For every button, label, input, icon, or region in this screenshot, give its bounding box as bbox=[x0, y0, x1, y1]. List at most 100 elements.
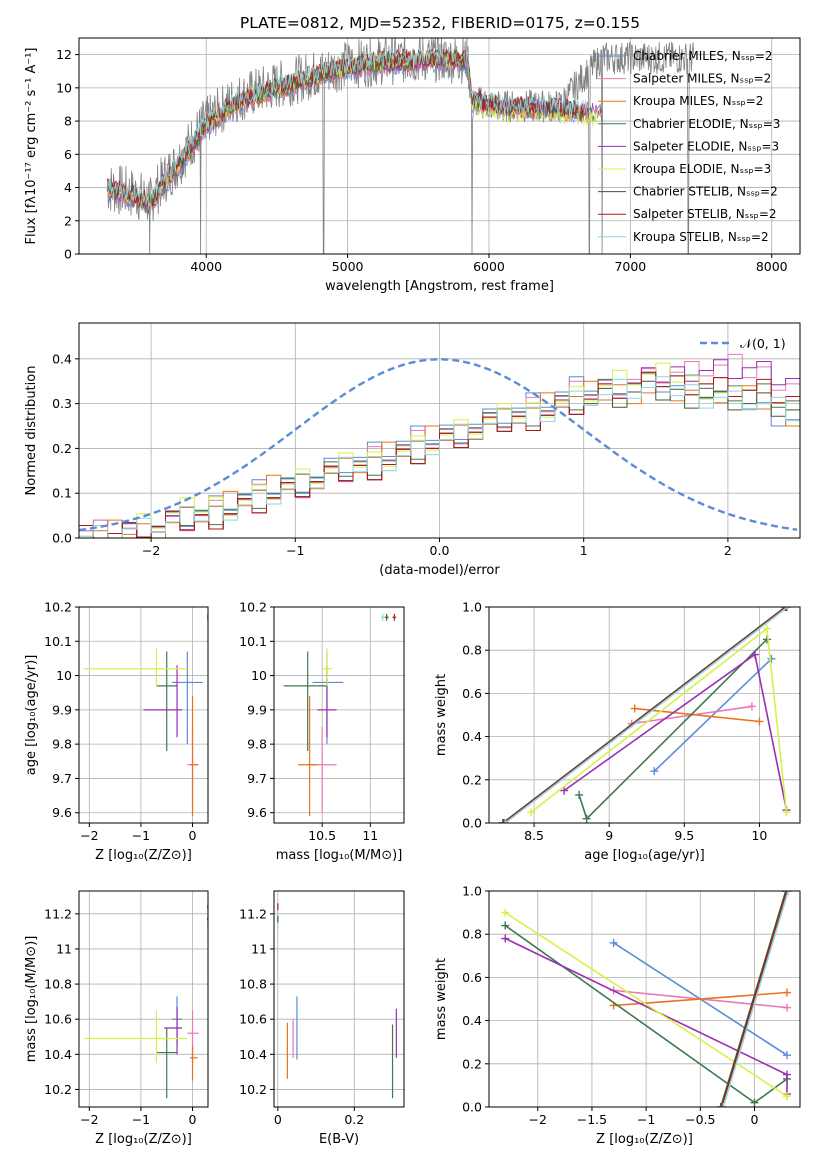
chart-mass-vs-z: −2 −1 0 10.2 10.4 10.6 10.8 11 11.2 Z [log₁₀(Z/Z⊙… bbox=[24, 890, 209, 1147]
x-tick-label: 5000 bbox=[332, 259, 364, 274]
gridlines bbox=[79, 606, 208, 823]
y-tick-label: 2 bbox=[64, 213, 72, 228]
y-tick-label: 0.0 bbox=[462, 816, 482, 831]
plot-area bbox=[283, 613, 397, 817]
y-tick-label: 1.0 bbox=[462, 884, 482, 899]
y-tick-label: 9.8 bbox=[247, 737, 267, 752]
series-marker bbox=[650, 767, 659, 776]
histogram-salpeter_stelib bbox=[79, 371, 800, 538]
point-kroupa_miles bbox=[189, 1045, 198, 1081]
point-chabrier_stelib bbox=[206, 915, 208, 923]
y-tick-label: 9.9 bbox=[52, 702, 72, 717]
y-tick-label: 10 bbox=[56, 668, 72, 683]
y-tick-label: 0.2 bbox=[462, 772, 482, 787]
legend: 𝒩(0, 1) bbox=[700, 336, 786, 351]
gridlines bbox=[79, 891, 208, 1107]
y-tick-label: 10.4 bbox=[44, 1047, 72, 1062]
plot-area bbox=[501, 891, 793, 1107]
y-tick-label: 0.0 bbox=[52, 531, 72, 546]
chart-residual-hist: −2 −1 0.0 1 2 0.0 0.1 0.2 0.3 0.4 (data-model)/err… bbox=[24, 322, 801, 578]
legend-label: Salpeter MILES, Nₛₛₚ=2 bbox=[633, 72, 771, 86]
series-chabrier_stelib bbox=[720, 891, 787, 1107]
series-salpeter_stelib bbox=[721, 891, 788, 1107]
series-kroupa_stelib bbox=[504, 607, 789, 823]
x-axis-label: mass [log₁₀(M/M⊙)] bbox=[276, 848, 403, 863]
series-marker bbox=[501, 908, 510, 917]
y-tick-label: 9.6 bbox=[247, 805, 267, 820]
series-marker bbox=[501, 921, 510, 930]
series-marker bbox=[750, 650, 759, 659]
y-tick-label: 11.2 bbox=[44, 906, 72, 921]
series-marker bbox=[560, 786, 569, 795]
x-tick-label: 9 bbox=[605, 828, 613, 843]
y-tick-label: 10.2 bbox=[239, 1082, 267, 1097]
model-spectrum-salpeter_elodie bbox=[107, 51, 603, 208]
y-tick-label: 10.2 bbox=[44, 600, 72, 615]
y-axis-label: mass [log₁₀(M/M⊙)] bbox=[24, 936, 39, 1063]
series-marker bbox=[719, 1103, 728, 1107]
y-tick-label: 12 bbox=[56, 47, 72, 62]
series-marker bbox=[784, 891, 793, 895]
series-marker bbox=[750, 1098, 759, 1107]
series-marker bbox=[609, 938, 618, 947]
x-tick-label: 0 bbox=[189, 1112, 197, 1127]
point-salpeter_elodie bbox=[143, 665, 183, 738]
series-marker bbox=[717, 1103, 726, 1107]
chart-age-vs-z: −2 −1 0 9.6 9.7 9.8 9.9 10 10.1 10.2 Z [log₁₀(Z/Z⊙… bbox=[24, 600, 209, 863]
x-tick-label: 8000 bbox=[756, 259, 788, 274]
histogram-kroupa_miles bbox=[79, 380, 800, 538]
series-marker bbox=[782, 1003, 791, 1012]
series-marker bbox=[747, 702, 756, 711]
y-tick-label: 10.6 bbox=[44, 1012, 72, 1027]
y-tick-label: 10.2 bbox=[239, 600, 267, 615]
axes-frame bbox=[273, 606, 405, 824]
axes-frame bbox=[78, 37, 801, 255]
point-kroupa_miles bbox=[189, 696, 198, 817]
x-tick-label: 10.5 bbox=[308, 828, 336, 843]
plot-area bbox=[106, 38, 695, 254]
series-marker bbox=[762, 624, 771, 633]
x-axis-label: wavelength [Angstrom, rest frame] bbox=[325, 279, 554, 294]
x-tick-label: −1 bbox=[286, 543, 304, 558]
series-marker bbox=[782, 988, 791, 997]
point-kroupa_elodie bbox=[84, 648, 188, 686]
series-marker bbox=[767, 654, 776, 663]
axes-frame bbox=[273, 890, 405, 1108]
series-kroupa_elodie bbox=[504, 911, 788, 1097]
plot-area bbox=[498, 607, 792, 823]
series-marker bbox=[630, 704, 639, 713]
legend: Chabrier MILES, Nₛₛₚ=2 Salpeter MILES, Nₛ… bbox=[598, 49, 780, 244]
legend-label: Kroupa MILES, Nₛₛₚ=2 bbox=[633, 94, 763, 108]
y-tick-label: 10.1 bbox=[239, 634, 267, 649]
histogram-salpeter_miles bbox=[79, 353, 800, 538]
x-axis-label: Z [log₁₀(Z/Z⊙)] bbox=[596, 1132, 693, 1147]
axes-frame bbox=[78, 890, 209, 1108]
y-axis-label: Flux [fλ10⁻¹⁷ erg cm⁻² s⁻¹ A⁻¹] bbox=[24, 48, 39, 245]
histogram-kroupa_elodie bbox=[79, 362, 800, 538]
point-salpeter_elodie bbox=[164, 1006, 183, 1055]
y-tick-label: 10.4 bbox=[239, 1047, 267, 1062]
y-tick-label: 0.8 bbox=[462, 927, 482, 942]
point-chabrier_elodie bbox=[283, 651, 327, 751]
y-tick-label: 0.1 bbox=[52, 486, 72, 501]
point-chabrier_stelib bbox=[384, 613, 389, 621]
point-chabrier_miles bbox=[312, 651, 344, 745]
plot-area bbox=[84, 613, 208, 817]
point-salpeter_miles bbox=[307, 727, 337, 813]
axes-frame bbox=[78, 606, 209, 824]
series-marker bbox=[782, 1070, 791, 1079]
series-kroupa_miles bbox=[634, 707, 760, 723]
series-marker bbox=[755, 717, 764, 726]
series-kroupa_miles bbox=[613, 991, 788, 1007]
point-chabrier_elodie bbox=[156, 1027, 178, 1099]
legend-label: Kroupa STELIB, Nₛₛₚ=2 bbox=[633, 230, 769, 244]
series-marker bbox=[782, 1092, 791, 1101]
x-axis-label: E(B-V) bbox=[319, 1132, 359, 1147]
x-tick-label: 2 bbox=[724, 543, 732, 558]
x-tick-label: 1 bbox=[580, 543, 588, 558]
y-tick-label: 10.6 bbox=[239, 1012, 267, 1027]
y-tick-label: 0.4 bbox=[462, 1013, 482, 1028]
point-salpeter_stelib bbox=[392, 613, 397, 621]
model-spectrum-kroupa_stelib bbox=[106, 47, 588, 207]
